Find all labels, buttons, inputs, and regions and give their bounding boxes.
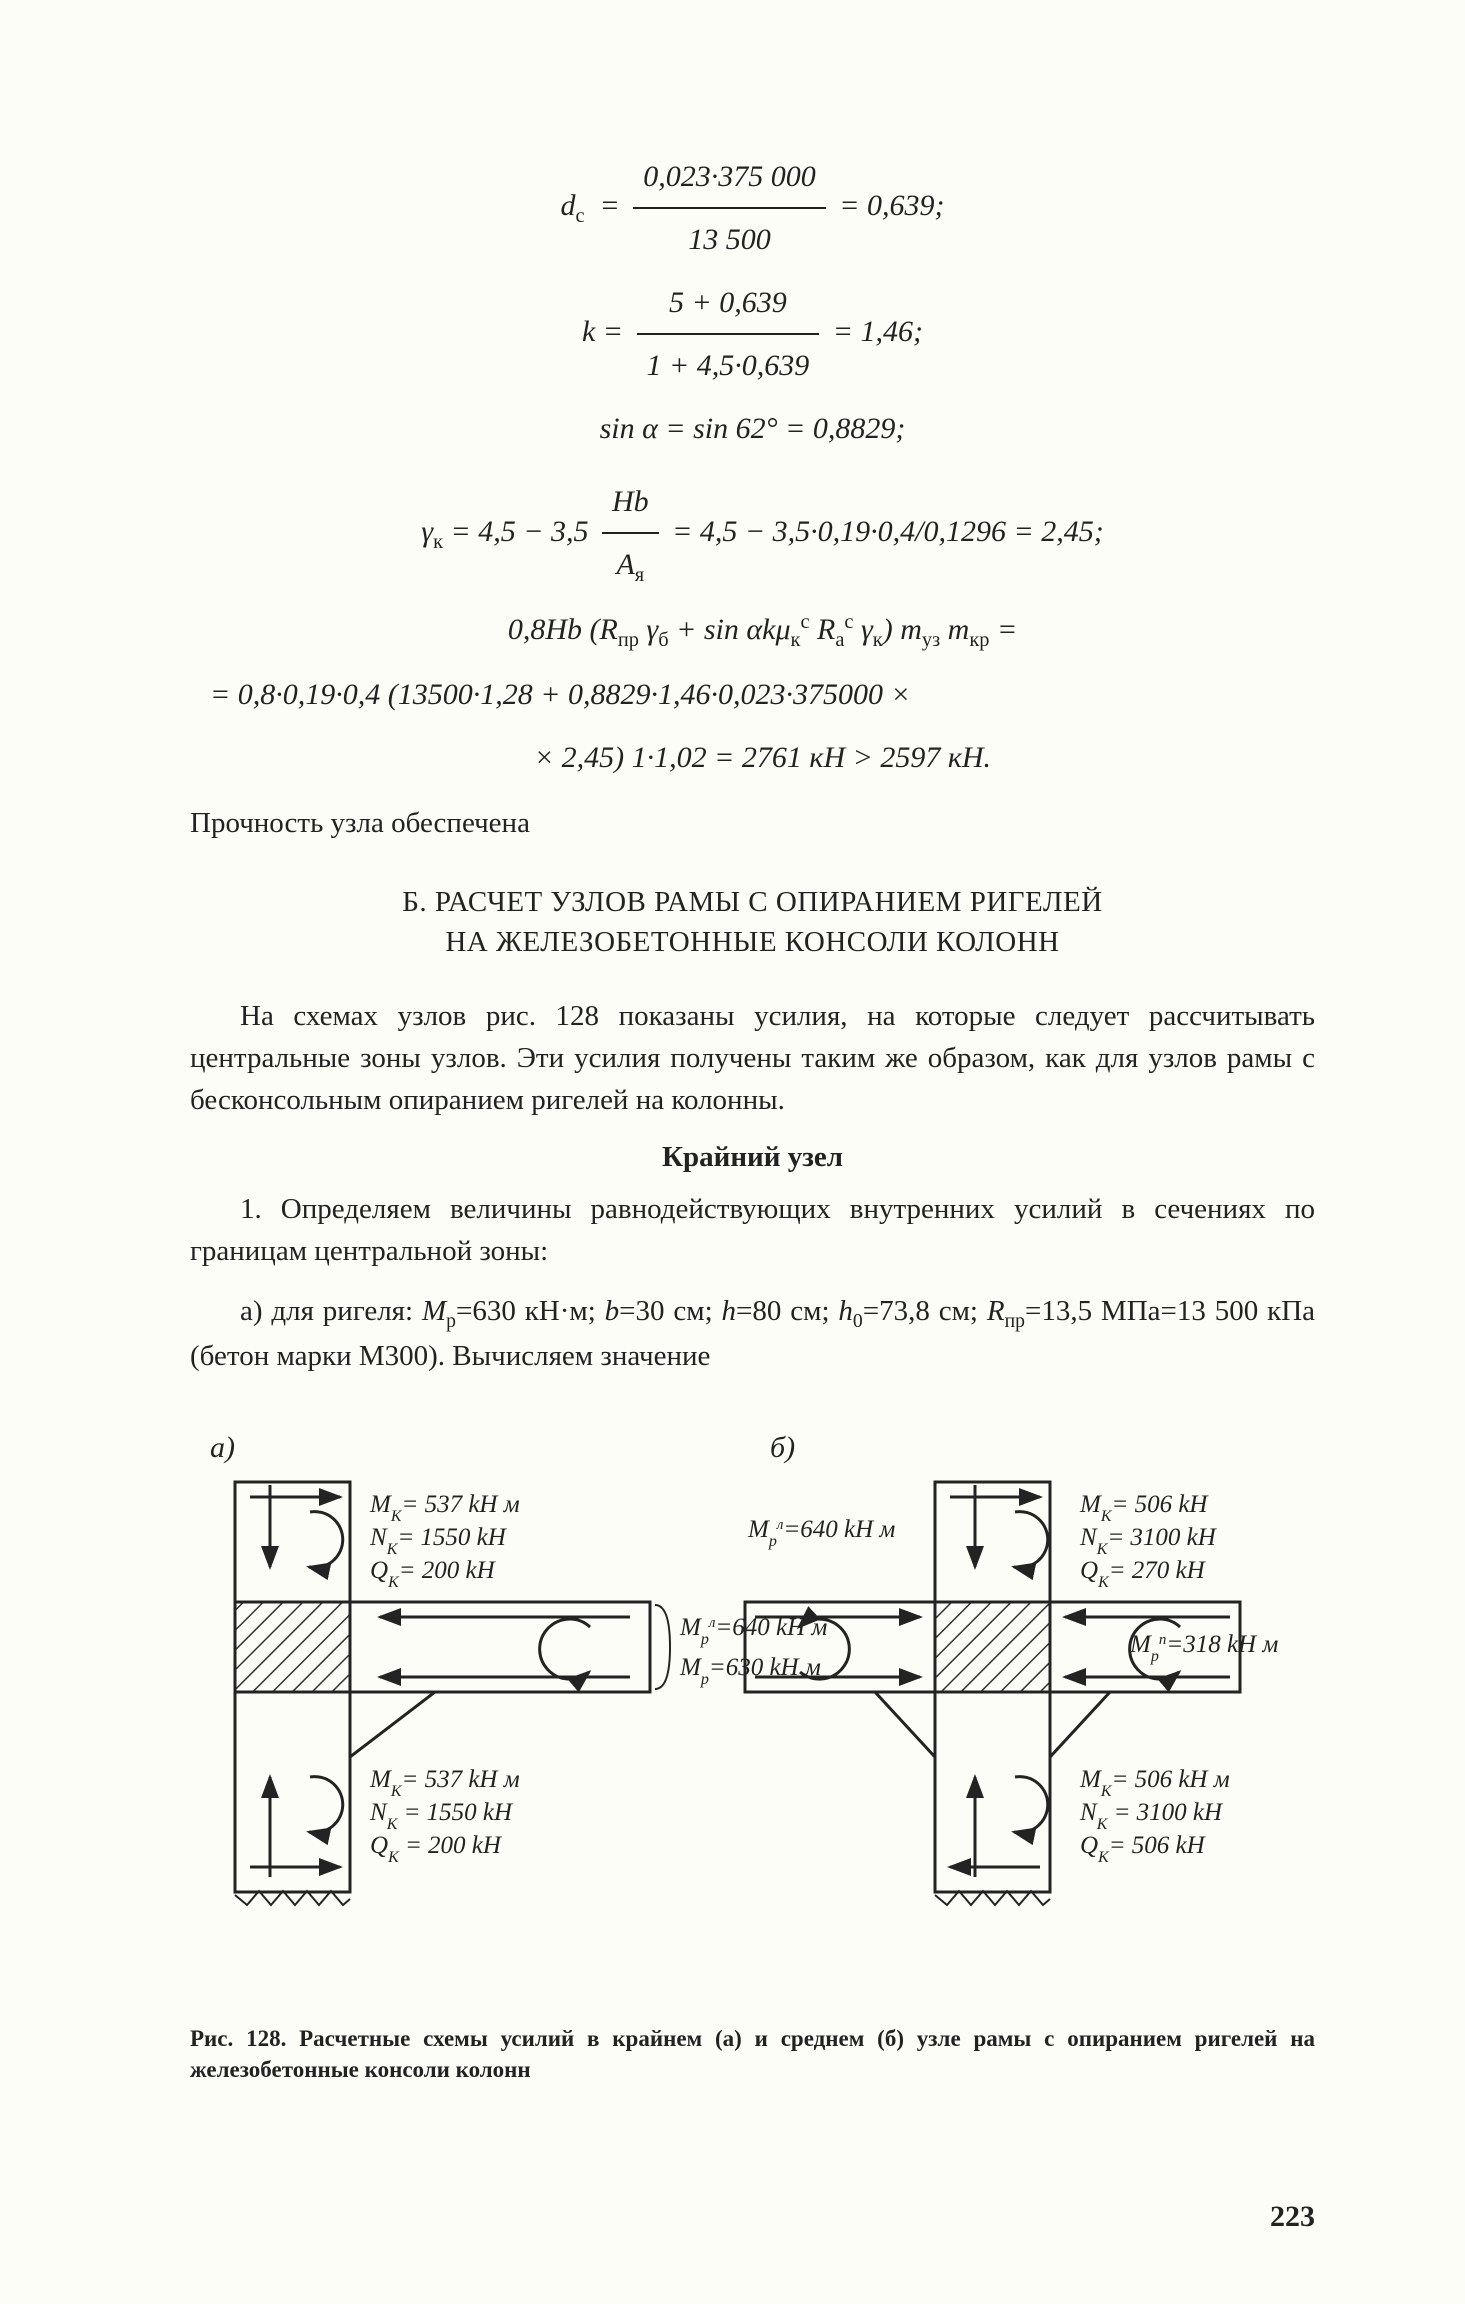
eq-line3: × 2,45) 1·1,02 = 2761 кН > 2597 кН. — [210, 729, 1315, 786]
sub-title: Крайний узел — [190, 1141, 1315, 1174]
a-bot-mk: MК= 537 kH м — [369, 1766, 520, 1800]
eq-k-rhs: = 1,46; — [833, 315, 923, 348]
a-top-nk: NК= 1550 kH — [369, 1524, 508, 1558]
eq-dc-num: 0,023·375 000 — [633, 148, 826, 209]
a-mp: Mp=630 kH м — [679, 1654, 821, 1688]
b-top-qk: QК= 270 kH — [1080, 1557, 1207, 1591]
eq-line1: 0,8Hb (Rпр γб + sin αkμкс Rас γк) mуз mк… — [210, 601, 1315, 660]
page: dс = 0,023·375 000 13 500 = 0,639; k = 5… — [0, 0, 1465, 2304]
a-bot-nk: NК = 1550 kH — [369, 1799, 514, 1833]
a-bot-qk: QК = 200 kH — [370, 1832, 503, 1866]
figure-caption: Рис. 128. Расчетные схемы усилий в крайн… — [190, 2023, 1315, 2085]
a-mpl: Mpл=640 kH м — [679, 1614, 827, 1648]
b-right-mpp: Mpп=318 kH м — [1129, 1631, 1278, 1665]
eq-dc: dс = 0,023·375 000 13 500 = 0,639; — [190, 148, 1315, 268]
label-a: а) — [210, 1431, 235, 1464]
para-a: а) для ригеля: Mр=630 кН·м; b=30 см; h=8… — [190, 1290, 1315, 1377]
b-top-nk: NК= 3100 kH — [1079, 1524, 1218, 1558]
eq-k-num: 5 + 0,639 — [637, 274, 820, 335]
eq-dc-rhs: = 0,639; — [839, 189, 944, 222]
a-top-qk: QК= 200 kH — [370, 1557, 497, 1591]
figure-128: а) MК= 537 kH м NК= 1550 kH QК= 200 kH — [190, 1417, 1315, 2085]
eq-gamma-lhs: γк = 4,5 − 3,5 — [421, 515, 588, 548]
eq-gamma-rhs: = 4,5 − 3,5·0,19·0,4/0,1296 = 2,45; — [672, 515, 1104, 548]
label-b: б) — [770, 1431, 795, 1464]
eq-k-lhs: k = — [582, 315, 623, 348]
eq-sin: sin α = sin 62° = 0,8829; — [190, 400, 1315, 457]
eq-line2: = 0,8·0,19·0,4 (13500·1,28 + 0,8829·1,46… — [210, 666, 1315, 723]
para-intro: На схемах узлов рис. 128 показаны усилия… — [190, 995, 1315, 1121]
section-title: Б. РАСЧЕТ УЗЛОВ РАМЫ С ОПИРАНИЕМ РИГЕЛЕЙ… — [190, 882, 1315, 963]
eq-k: k = 5 + 0,639 1 + 4,5·0,639 = 1,46; — [190, 274, 1315, 394]
section-title-l1: Б. РАСЧЕТ УЗЛОВ РАМЫ С ОПИРАНИЕМ РИГЕЛЕЙ — [190, 882, 1315, 923]
equation-block-2: γк = 4,5 − 3,5 Hb Aя = 4,5 − 3,5·0,19·0,… — [210, 473, 1315, 786]
eq-dc-den: 13 500 — [633, 209, 826, 268]
a-top-mk: MК= 537 kH м — [369, 1491, 520, 1525]
fig-caption-bold: Рис. 128. Расчетные схемы усилий в крайн… — [190, 2026, 1315, 2082]
eq-k-den: 1 + 4,5·0,639 — [637, 335, 820, 394]
b-left-mpl: Mpл=640 kH м — [747, 1516, 895, 1550]
b-bot-mk: MК= 506 kH м — [1079, 1766, 1230, 1800]
b-bot-qk: QК= 506 kH — [1080, 1832, 1207, 1866]
equation-block: dс = 0,023·375 000 13 500 = 0,639; k = 5… — [190, 148, 1315, 457]
diagram-a: а) MК= 537 kH м NК= 1550 kH QК= 200 kH — [210, 1431, 827, 1905]
diagram-b: б) MК= 506 kH NК= 3100 kH — [745, 1431, 1278, 1905]
section-title-l2: НА ЖЕЛЕЗОБЕТОННЫЕ КОНСОЛИ КОЛОНН — [190, 922, 1315, 963]
page-number: 223 — [1270, 2200, 1315, 2234]
figure-svg: а) MК= 537 kH м NК= 1550 kH QК= 200 kH — [190, 1417, 1310, 1997]
para-prochnost: Прочность узла обеспечена — [190, 802, 1315, 844]
eq-dc-lhs: dс = — [560, 189, 619, 222]
b-bot-nk: NК = 3100 kH — [1079, 1799, 1224, 1833]
eq-gamma-num: Hb — [602, 473, 659, 534]
para-num1: 1. Определяем величины равнодействующих … — [190, 1188, 1315, 1272]
b-top-mk: MК= 506 kH — [1079, 1491, 1209, 1525]
eq-gamma: γк = 4,5 − 3,5 Hb Aя = 4,5 − 3,5·0,19·0,… — [210, 473, 1315, 595]
eq-gamma-den: Aя — [602, 534, 659, 595]
